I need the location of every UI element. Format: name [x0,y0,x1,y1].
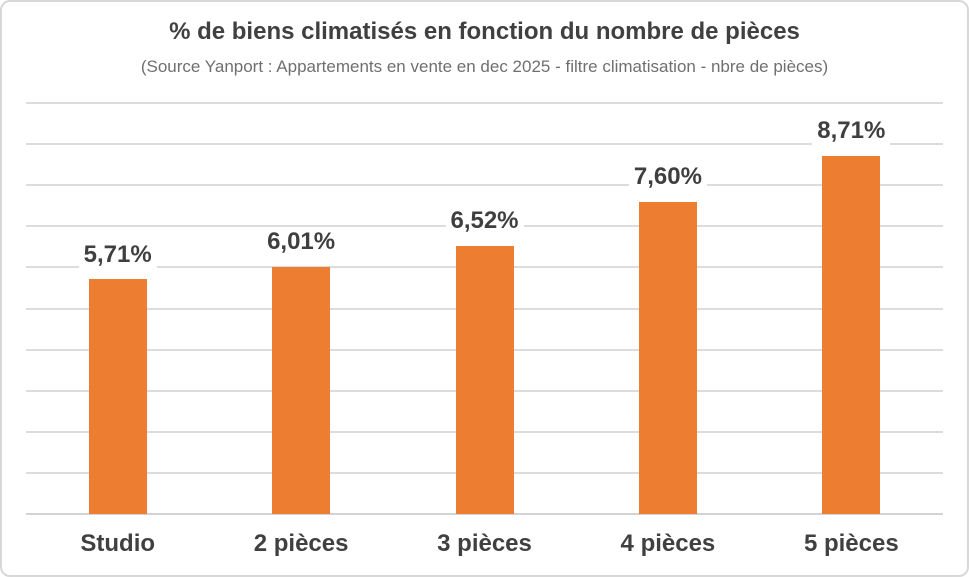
x-axis-line [26,513,943,515]
plot-area: 5,71% 6,01% 6,52% 7,60% 8,71% [26,102,943,515]
x-axis-label-1: Studio [80,530,156,557]
data-label-5: 8,71% [812,117,891,146]
data-label-4: 7,60% [628,163,707,191]
data-label-1: 5,71% [78,240,157,269]
bar-2 [272,267,331,514]
gridline [26,102,943,104]
x-axis-label-3: 3 pièces [437,530,532,557]
x-axis-label-5: 5 pièces [803,530,899,557]
bar-5 [822,156,881,514]
gridline [26,143,943,146]
x-axis-labels: Studio 2 pièces 3 pièces 4 pièces 5 pièces [26,520,943,568]
chart-subtitle: (Source Yanport : Appartements en vente … [140,57,829,76]
bar-1 [88,279,147,514]
chart-title: % de biens climatisés en fonction du nom… [169,18,800,45]
data-label-2: 6,01% [262,228,341,256]
data-label-3: 6,52% [445,207,524,236]
bar-4 [638,201,697,514]
gridline [26,184,943,187]
x-axis-label-2: 2 pièces [253,530,349,557]
bar-3 [455,246,514,514]
x-axis-label-4: 4 pièces [620,530,716,557]
